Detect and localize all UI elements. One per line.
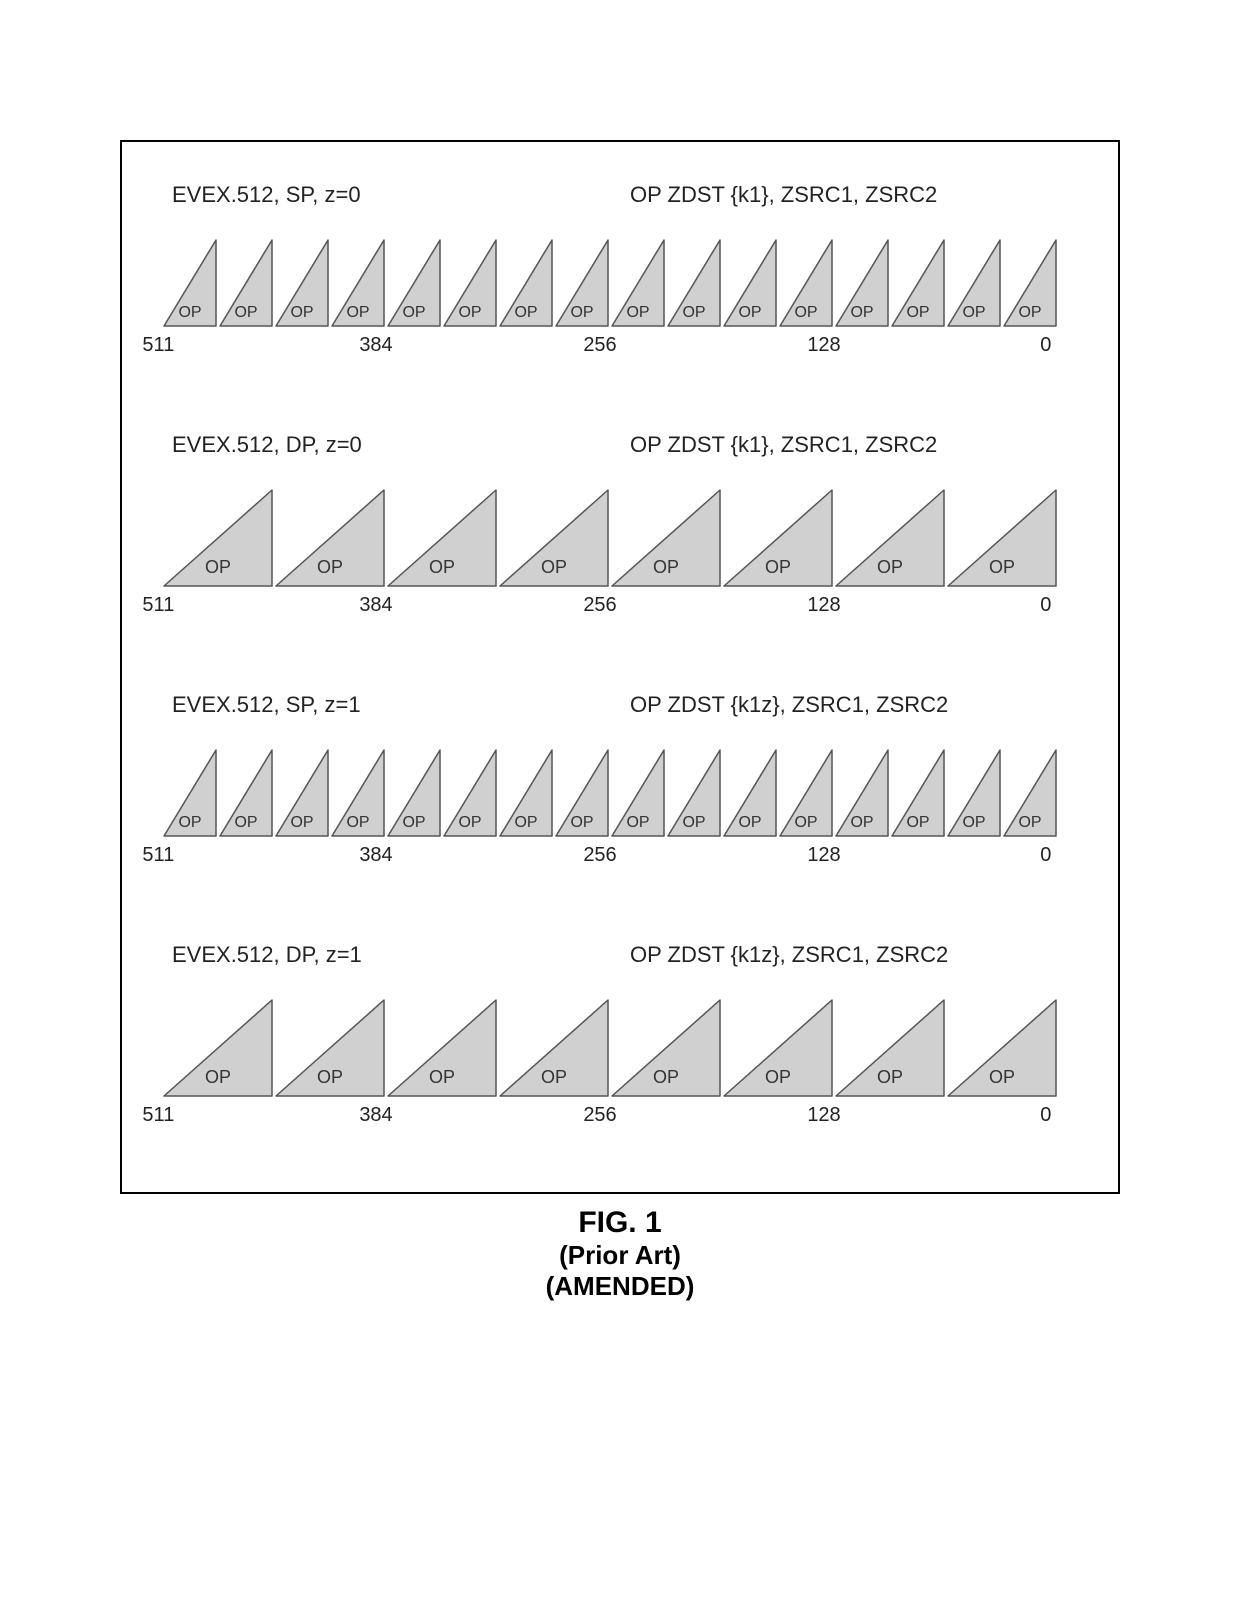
op-triangle: OP xyxy=(834,488,946,588)
op-triangle: OP xyxy=(274,748,330,838)
op-triangle: OP xyxy=(1002,748,1058,838)
op-triangle: OP xyxy=(1002,238,1058,328)
op-triangle: OP xyxy=(442,238,498,328)
bit-tick-row: 5113842561280 xyxy=(152,594,1088,622)
op-triangle: OP xyxy=(834,238,890,328)
caption-sub1: (Prior Art) xyxy=(120,1240,1120,1271)
lane-row: OPOPOPOPOPOPOPOP xyxy=(152,998,1088,1098)
op-triangle: OP xyxy=(666,238,722,328)
section-headers: EVEX.512, DP, z=0OP ZDST {k1}, ZSRC1, ZS… xyxy=(152,432,1088,458)
bit-tick: 128 xyxy=(807,594,840,617)
op-triangle: OP xyxy=(610,488,722,588)
encoding-header: EVEX.512, DP, z=1 xyxy=(172,942,630,968)
op-triangle: OP xyxy=(554,238,610,328)
op-triangle: OP xyxy=(386,488,498,588)
bit-tick: 256 xyxy=(583,334,616,357)
op-triangle: OP xyxy=(946,748,1002,838)
op-triangle: OP xyxy=(330,238,386,328)
op-triangle: OP xyxy=(890,748,946,838)
op-triangle: OP xyxy=(274,998,386,1098)
instruction-header: OP ZDST {k1}, ZSRC1, ZSRC2 xyxy=(630,432,1088,458)
op-triangle: OP xyxy=(722,748,778,838)
op-triangle: OP xyxy=(162,998,274,1098)
bit-tick-row: 5113842561280 xyxy=(152,844,1088,872)
bit-tick: 0 xyxy=(1040,594,1051,617)
instruction-header: OP ZDST {k1}, ZSRC1, ZSRC2 xyxy=(630,182,1088,208)
op-triangle: OP xyxy=(386,998,498,1098)
lane-row: OPOPOPOPOPOPOPOPOPOPOPOPOPOPOPOP xyxy=(152,748,1088,838)
diagram-section: EVEX.512, DP, z=0OP ZDST {k1}, ZSRC1, ZS… xyxy=(152,432,1088,622)
op-triangle: OP xyxy=(442,748,498,838)
op-triangle: OP xyxy=(834,748,890,838)
op-triangle: OP xyxy=(218,238,274,328)
bit-tick: 0 xyxy=(1040,1104,1051,1127)
section-headers: EVEX.512, SP, z=0OP ZDST {k1}, ZSRC1, ZS… xyxy=(152,182,1088,208)
op-triangle: OP xyxy=(722,238,778,328)
lane-row: OPOPOPOPOPOPOPOPOPOPOPOPOPOPOPOP xyxy=(152,238,1088,328)
bit-tick: 384 xyxy=(359,334,392,357)
op-triangle: OP xyxy=(722,488,834,588)
bit-tick: 384 xyxy=(359,844,392,867)
op-triangle: OP xyxy=(218,748,274,838)
op-triangle: OP xyxy=(498,488,610,588)
bit-tick: 128 xyxy=(807,334,840,357)
op-triangle: OP xyxy=(778,238,834,328)
encoding-header: EVEX.512, DP, z=0 xyxy=(172,432,630,458)
bit-tick: 384 xyxy=(359,594,392,617)
op-triangle: OP xyxy=(554,748,610,838)
caption-sub2: (AMENDED) xyxy=(120,1271,1120,1302)
op-triangle: OP xyxy=(386,748,442,838)
op-triangle: OP xyxy=(946,238,1002,328)
caption-title: FIG. 1 xyxy=(120,1206,1120,1240)
bit-tick: 384 xyxy=(359,1104,392,1127)
op-triangle: OP xyxy=(610,998,722,1098)
op-triangle: OP xyxy=(162,238,218,328)
op-triangle: OP xyxy=(778,748,834,838)
bit-tick: 128 xyxy=(807,1104,840,1127)
bit-tick: 256 xyxy=(583,1104,616,1127)
op-triangle: OP xyxy=(274,488,386,588)
op-triangle: OP xyxy=(330,748,386,838)
op-triangle: OP xyxy=(498,238,554,328)
op-triangle: OP xyxy=(890,238,946,328)
op-triangle: OP xyxy=(722,998,834,1098)
bit-tick: 0 xyxy=(1040,844,1051,867)
bit-tick: 511 xyxy=(142,594,174,617)
op-triangle: OP xyxy=(610,238,666,328)
op-triangle: OP xyxy=(834,998,946,1098)
diagram-section: EVEX.512, DP, z=1OP ZDST {k1z}, ZSRC1, Z… xyxy=(152,942,1088,1132)
op-triangle: OP xyxy=(666,748,722,838)
bit-tick: 0 xyxy=(1040,334,1051,357)
op-triangle: OP xyxy=(274,238,330,328)
op-triangle: OP xyxy=(610,748,666,838)
bit-tick: 256 xyxy=(583,844,616,867)
op-triangle: OP xyxy=(386,238,442,328)
diagram-section: EVEX.512, SP, z=1OP ZDST {k1z}, ZSRC1, Z… xyxy=(152,692,1088,872)
lane-row: OPOPOPOPOPOPOPOP xyxy=(152,488,1088,588)
bit-tick: 128 xyxy=(807,844,840,867)
op-triangle: OP xyxy=(498,748,554,838)
op-triangle: OP xyxy=(162,488,274,588)
bit-tick-row: 5113842561280 xyxy=(152,334,1088,362)
instruction-header: OP ZDST {k1z}, ZSRC1, ZSRC2 xyxy=(630,692,1088,718)
section-headers: EVEX.512, DP, z=1OP ZDST {k1z}, ZSRC1, Z… xyxy=(152,942,1088,968)
bit-tick: 256 xyxy=(583,594,616,617)
section-headers: EVEX.512, SP, z=1OP ZDST {k1z}, ZSRC1, Z… xyxy=(152,692,1088,718)
bit-tick: 511 xyxy=(142,334,174,357)
bit-tick: 511 xyxy=(142,844,174,867)
encoding-header: EVEX.512, SP, z=0 xyxy=(172,182,630,208)
op-triangle: OP xyxy=(498,998,610,1098)
op-triangle: OP xyxy=(946,998,1058,1098)
diagram-section: EVEX.512, SP, z=0OP ZDST {k1}, ZSRC1, ZS… xyxy=(152,182,1088,362)
bit-tick-row: 5113842561280 xyxy=(152,1104,1088,1132)
op-triangle: OP xyxy=(162,748,218,838)
figure-frame: EVEX.512, SP, z=0OP ZDST {k1}, ZSRC1, ZS… xyxy=(120,140,1120,1194)
instruction-header: OP ZDST {k1z}, ZSRC1, ZSRC2 xyxy=(630,942,1088,968)
bit-tick: 511 xyxy=(142,1104,174,1127)
page: EVEX.512, SP, z=0OP ZDST {k1}, ZSRC1, ZS… xyxy=(0,0,1240,1605)
encoding-header: EVEX.512, SP, z=1 xyxy=(172,692,630,718)
figure-caption: FIG. 1 (Prior Art) (AMENDED) xyxy=(120,1206,1120,1302)
op-triangle: OP xyxy=(946,488,1058,588)
